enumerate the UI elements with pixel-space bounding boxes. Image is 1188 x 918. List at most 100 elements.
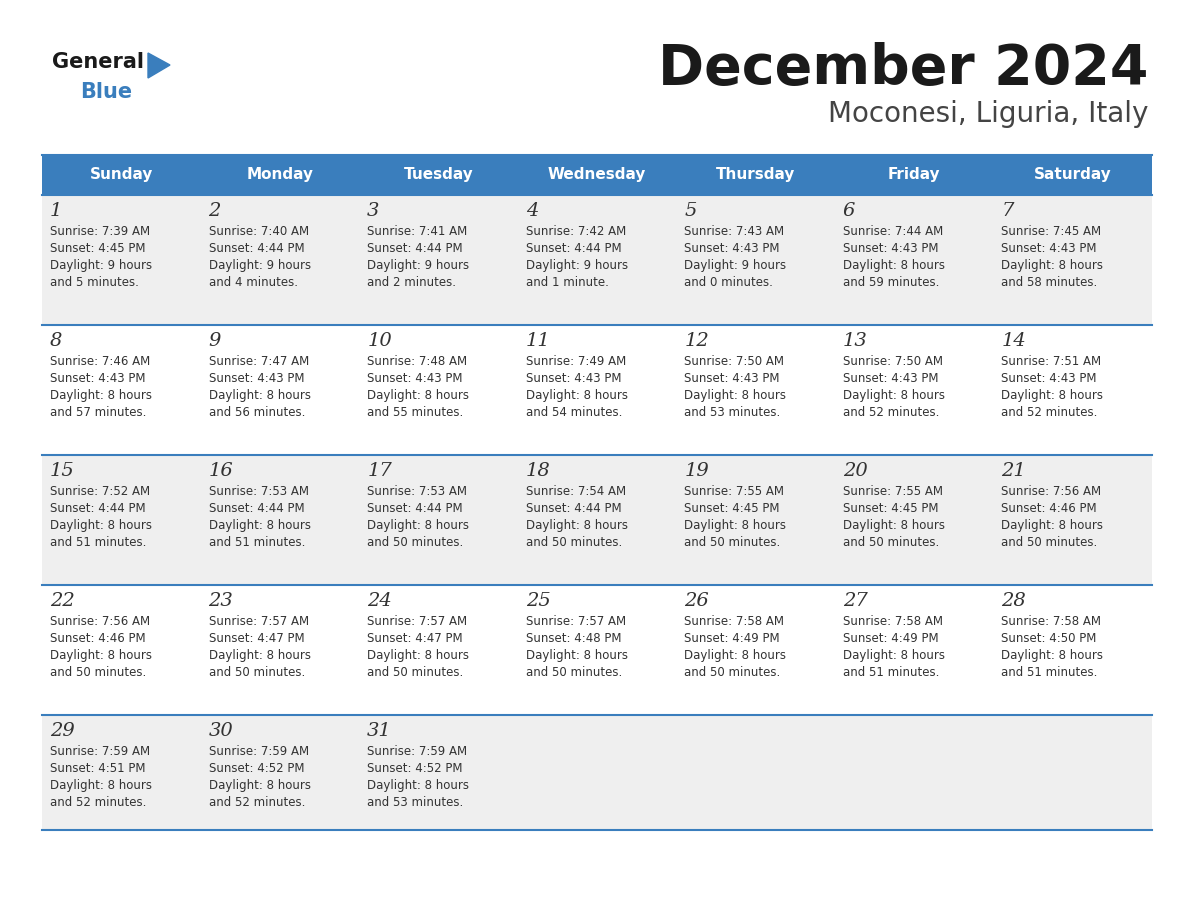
- Text: Sunset: 4:52 PM: Sunset: 4:52 PM: [367, 762, 462, 775]
- Text: Daylight: 8 hours: Daylight: 8 hours: [367, 519, 469, 532]
- Text: Sunrise: 7:59 AM: Sunrise: 7:59 AM: [209, 745, 309, 758]
- Text: 1: 1: [50, 202, 63, 220]
- Text: and 4 minutes.: and 4 minutes.: [209, 276, 297, 289]
- Bar: [993, 155, 1152, 195]
- Text: Daylight: 8 hours: Daylight: 8 hours: [684, 389, 786, 402]
- Text: and 51 minutes.: and 51 minutes.: [209, 536, 305, 549]
- Text: Daylight: 8 hours: Daylight: 8 hours: [1001, 649, 1104, 662]
- Text: and 50 minutes.: and 50 minutes.: [1001, 536, 1098, 549]
- Text: 26: 26: [684, 592, 709, 610]
- Text: Sunset: 4:51 PM: Sunset: 4:51 PM: [50, 762, 145, 775]
- Text: Sunset: 4:43 PM: Sunset: 4:43 PM: [842, 372, 939, 385]
- Text: and 51 minutes.: and 51 minutes.: [1001, 666, 1098, 679]
- Text: and 58 minutes.: and 58 minutes.: [1001, 276, 1098, 289]
- Text: and 51 minutes.: and 51 minutes.: [50, 536, 146, 549]
- Text: Sunset: 4:43 PM: Sunset: 4:43 PM: [50, 372, 145, 385]
- Text: Sunset: 4:48 PM: Sunset: 4:48 PM: [526, 632, 621, 645]
- Polygon shape: [148, 53, 170, 78]
- Text: 29: 29: [50, 722, 75, 740]
- Text: and 50 minutes.: and 50 minutes.: [526, 666, 623, 679]
- Text: and 50 minutes.: and 50 minutes.: [367, 666, 463, 679]
- Text: Sunset: 4:45 PM: Sunset: 4:45 PM: [842, 502, 939, 515]
- Text: Sunrise: 7:59 AM: Sunrise: 7:59 AM: [50, 745, 150, 758]
- Text: 28: 28: [1001, 592, 1026, 610]
- Text: 4: 4: [526, 202, 538, 220]
- Text: Sunrise: 7:56 AM: Sunrise: 7:56 AM: [50, 615, 150, 628]
- Text: 2: 2: [209, 202, 221, 220]
- Bar: [835, 155, 993, 195]
- Bar: [42, 715, 1152, 830]
- Bar: [359, 155, 518, 195]
- Text: Sunrise: 7:45 AM: Sunrise: 7:45 AM: [1001, 225, 1101, 238]
- Text: Daylight: 8 hours: Daylight: 8 hours: [1001, 389, 1104, 402]
- Text: 6: 6: [842, 202, 855, 220]
- Text: Sunrise: 7:58 AM: Sunrise: 7:58 AM: [842, 615, 943, 628]
- Text: 31: 31: [367, 722, 392, 740]
- Text: Daylight: 8 hours: Daylight: 8 hours: [842, 519, 944, 532]
- Text: and 50 minutes.: and 50 minutes.: [209, 666, 305, 679]
- Text: Sunset: 4:44 PM: Sunset: 4:44 PM: [367, 242, 463, 255]
- Text: Sunrise: 7:56 AM: Sunrise: 7:56 AM: [1001, 485, 1101, 498]
- Text: Daylight: 8 hours: Daylight: 8 hours: [367, 389, 469, 402]
- Text: and 54 minutes.: and 54 minutes.: [526, 406, 623, 419]
- Text: Daylight: 8 hours: Daylight: 8 hours: [50, 389, 152, 402]
- Text: and 1 minute.: and 1 minute.: [526, 276, 608, 289]
- Text: Sunrise: 7:46 AM: Sunrise: 7:46 AM: [50, 355, 150, 368]
- Text: and 52 minutes.: and 52 minutes.: [842, 406, 940, 419]
- Text: Sunrise: 7:48 AM: Sunrise: 7:48 AM: [367, 355, 467, 368]
- Text: Sunrise: 7:43 AM: Sunrise: 7:43 AM: [684, 225, 784, 238]
- Text: Daylight: 8 hours: Daylight: 8 hours: [209, 649, 310, 662]
- Text: Sunrise: 7:44 AM: Sunrise: 7:44 AM: [842, 225, 943, 238]
- Text: and 51 minutes.: and 51 minutes.: [842, 666, 940, 679]
- Text: Sunset: 4:45 PM: Sunset: 4:45 PM: [50, 242, 145, 255]
- Text: Daylight: 8 hours: Daylight: 8 hours: [209, 389, 310, 402]
- Text: Sunrise: 7:41 AM: Sunrise: 7:41 AM: [367, 225, 467, 238]
- Text: Daylight: 9 hours: Daylight: 9 hours: [367, 259, 469, 272]
- Text: Daylight: 9 hours: Daylight: 9 hours: [209, 259, 311, 272]
- Text: and 50 minutes.: and 50 minutes.: [50, 666, 146, 679]
- Text: Daylight: 8 hours: Daylight: 8 hours: [526, 649, 627, 662]
- Text: Wednesday: Wednesday: [548, 167, 646, 183]
- Text: Sunrise: 7:57 AM: Sunrise: 7:57 AM: [526, 615, 626, 628]
- Text: and 57 minutes.: and 57 minutes.: [50, 406, 146, 419]
- Text: Daylight: 8 hours: Daylight: 8 hours: [1001, 259, 1104, 272]
- Text: 16: 16: [209, 462, 233, 480]
- Text: General: General: [52, 52, 144, 72]
- Text: 25: 25: [526, 592, 550, 610]
- Text: Daylight: 8 hours: Daylight: 8 hours: [526, 519, 627, 532]
- Text: Sunrise: 7:53 AM: Sunrise: 7:53 AM: [367, 485, 467, 498]
- Text: Daylight: 8 hours: Daylight: 8 hours: [209, 779, 310, 792]
- Text: Sunset: 4:47 PM: Sunset: 4:47 PM: [367, 632, 463, 645]
- Text: 18: 18: [526, 462, 550, 480]
- Text: and 59 minutes.: and 59 minutes.: [842, 276, 940, 289]
- Text: Daylight: 8 hours: Daylight: 8 hours: [526, 389, 627, 402]
- Text: Monday: Monday: [246, 167, 314, 183]
- Text: 8: 8: [50, 332, 63, 350]
- Text: Sunday: Sunday: [89, 167, 153, 183]
- Text: Daylight: 8 hours: Daylight: 8 hours: [684, 519, 786, 532]
- Text: and 50 minutes.: and 50 minutes.: [684, 666, 781, 679]
- Text: Tuesday: Tuesday: [404, 167, 473, 183]
- Bar: [676, 155, 835, 195]
- Text: and 55 minutes.: and 55 minutes.: [367, 406, 463, 419]
- Text: Sunrise: 7:50 AM: Sunrise: 7:50 AM: [842, 355, 943, 368]
- Text: Daylight: 8 hours: Daylight: 8 hours: [842, 649, 944, 662]
- Bar: [42, 325, 1152, 455]
- Text: Sunset: 4:44 PM: Sunset: 4:44 PM: [367, 502, 463, 515]
- Text: Sunset: 4:44 PM: Sunset: 4:44 PM: [526, 242, 621, 255]
- Text: 23: 23: [209, 592, 233, 610]
- Text: Friday: Friday: [887, 167, 941, 183]
- Text: Sunset: 4:50 PM: Sunset: 4:50 PM: [1001, 632, 1097, 645]
- Text: Daylight: 8 hours: Daylight: 8 hours: [367, 779, 469, 792]
- Bar: [42, 585, 1152, 715]
- Text: Sunrise: 7:49 AM: Sunrise: 7:49 AM: [526, 355, 626, 368]
- Bar: [42, 455, 1152, 585]
- Text: Sunrise: 7:55 AM: Sunrise: 7:55 AM: [684, 485, 784, 498]
- Text: 30: 30: [209, 722, 233, 740]
- Text: 12: 12: [684, 332, 709, 350]
- Text: and 50 minutes.: and 50 minutes.: [367, 536, 463, 549]
- Text: and 52 minutes.: and 52 minutes.: [50, 796, 146, 809]
- Text: 10: 10: [367, 332, 392, 350]
- Text: and 56 minutes.: and 56 minutes.: [209, 406, 305, 419]
- Text: 14: 14: [1001, 332, 1026, 350]
